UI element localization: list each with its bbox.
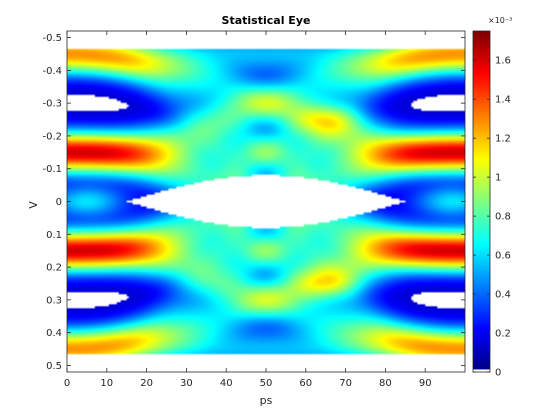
x-tick-label: 0 <box>64 378 70 389</box>
x-tick-label: 80 <box>379 378 392 389</box>
x-axis: 0 10 20 30 40 50 60 70 80 90 <box>64 31 432 389</box>
y-tick-label: -0.2 <box>42 131 62 142</box>
colorbar-tick-label: 0.6 <box>495 251 511 262</box>
x-tick-label: 20 <box>140 378 153 389</box>
y-axis: -0.5 -0.4 -0.3 -0.2 -0.1 0 0.1 0.2 0.3 0.4 0.5 <box>42 33 465 372</box>
colorbar-tick-label: 0.4 <box>495 290 511 301</box>
heatmap-layer <box>67 31 465 372</box>
y-axis-label: V <box>27 201 40 209</box>
colorbar: ×10⁻³ 0 0.2 0.4 0.6 0.8 1 1.2 1.4 1.6 <box>472 16 512 379</box>
colorbar-tick-label: 1 <box>495 173 501 184</box>
colorbar-tick-label: 0.2 <box>495 329 511 340</box>
colorbar-tick-label: 1.2 <box>495 134 511 145</box>
y-tick-label: 0 <box>56 197 62 208</box>
colorbar-tick-label: 0.8 <box>495 212 511 223</box>
y-tick-label: 0.3 <box>46 295 62 306</box>
colorbar-tick-label: 1.4 <box>495 95 511 106</box>
colorbar-tick-label: 1.6 <box>495 56 511 67</box>
colorbar-exponent: ×10⁻³ <box>488 16 512 25</box>
x-tick-label: 90 <box>419 378 432 389</box>
x-tick-label: 40 <box>220 378 233 389</box>
chart-title: Statistical Eye <box>222 14 311 27</box>
x-tick-label: 50 <box>260 378 273 389</box>
y-tick-label: -0.4 <box>42 66 62 77</box>
y-tick-label: 0.5 <box>46 361 62 372</box>
x-tick-label: 70 <box>339 378 352 389</box>
y-tick-label: -0.3 <box>42 99 62 110</box>
y-tick-label: -0.5 <box>42 33 62 44</box>
y-tick-label: 0.1 <box>46 230 62 241</box>
colorbar-tick-label: 0 <box>495 368 501 379</box>
y-tick-label: 0.4 <box>46 328 62 339</box>
eye-density-heatmap <box>67 31 465 372</box>
colorbar-frame <box>472 30 491 373</box>
y-tick-label: 0.2 <box>46 263 62 274</box>
x-tick-label: 30 <box>180 378 193 389</box>
x-tick-label: 10 <box>100 378 113 389</box>
colorbar-gradient <box>473 31 490 372</box>
y-tick-label: -0.1 <box>42 164 62 175</box>
x-axis-label: ps <box>260 394 273 407</box>
x-tick-label: 60 <box>299 378 312 389</box>
colorbar-ticks: 0 0.2 0.4 0.6 0.8 1 1.2 1.4 1.6 <box>473 56 511 379</box>
